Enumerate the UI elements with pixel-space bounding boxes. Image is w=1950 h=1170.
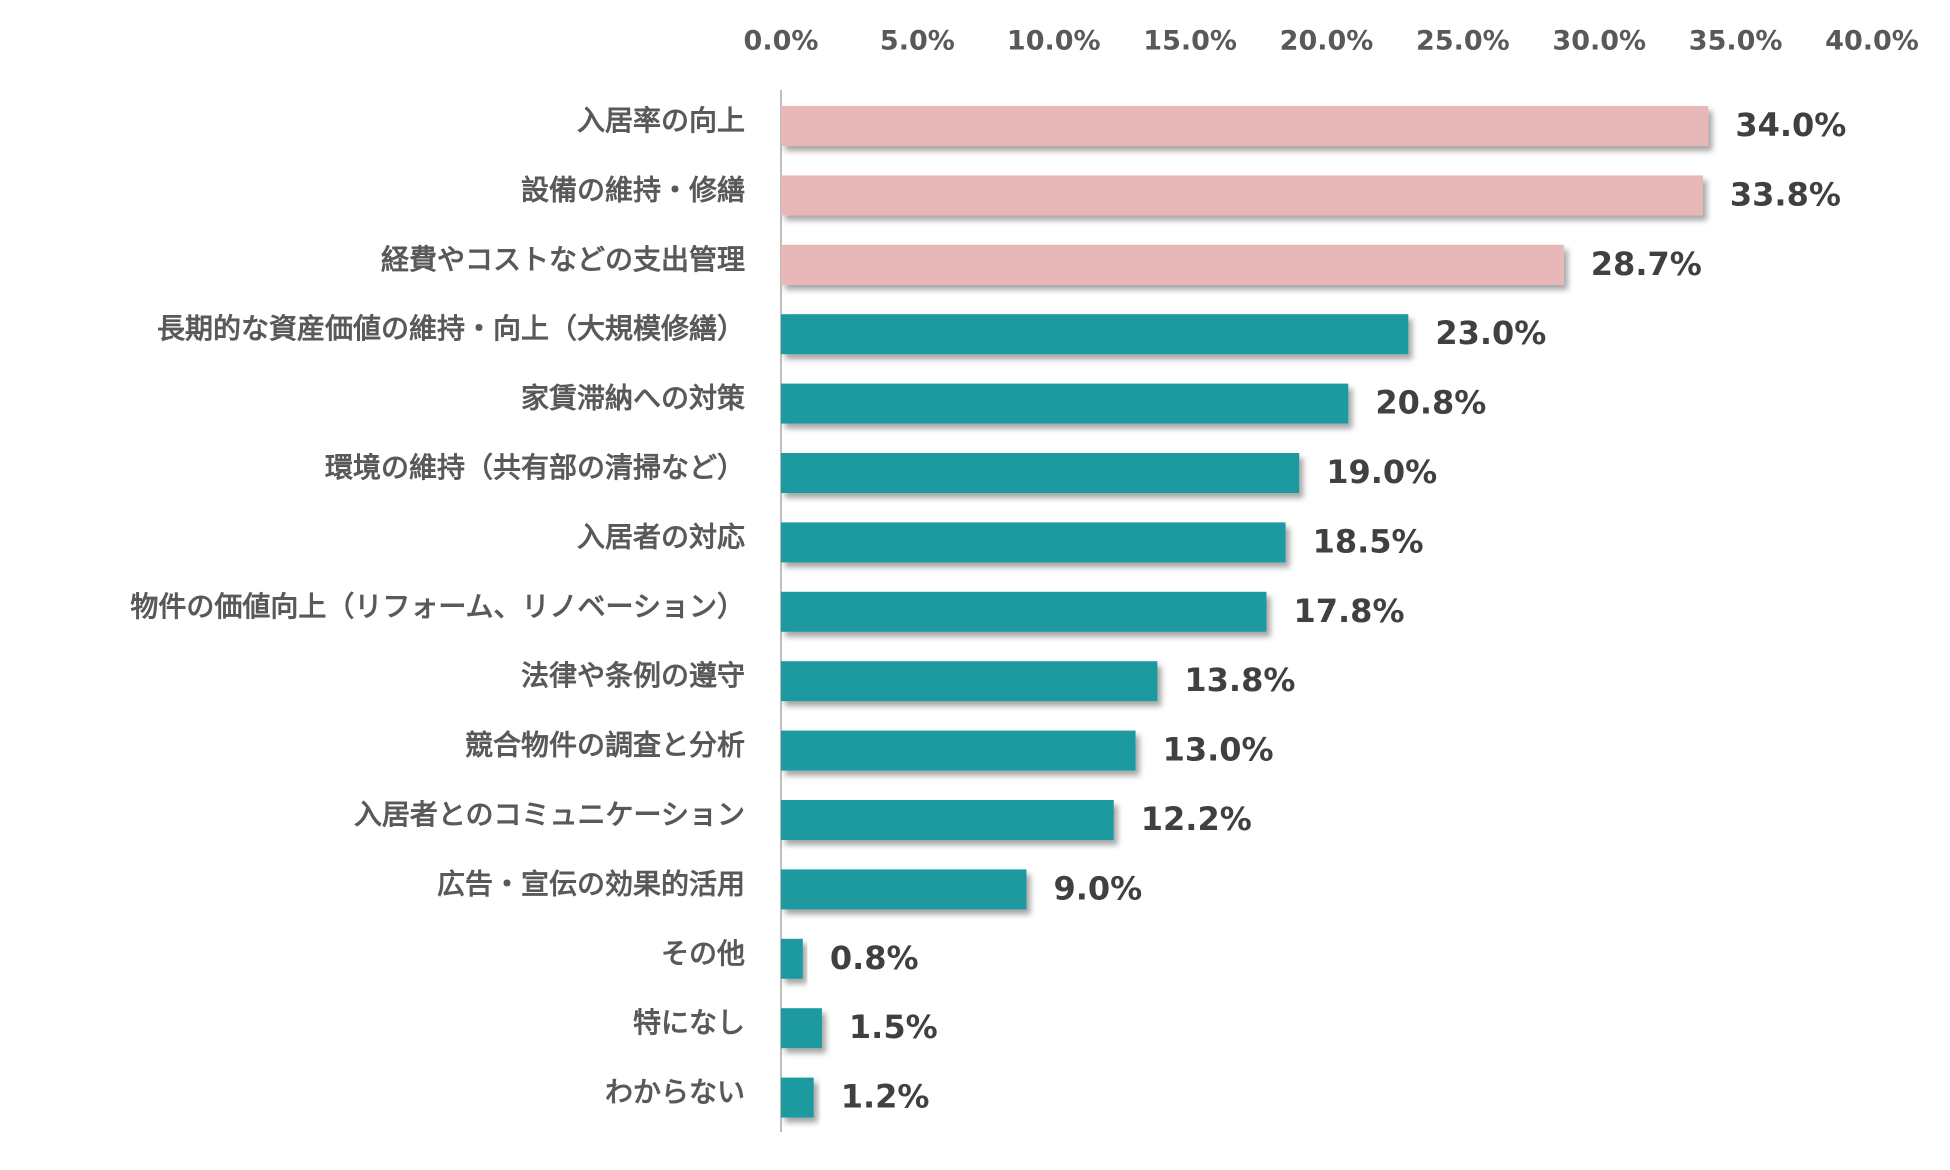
category-label: 法律や条例の遵守	[521, 659, 745, 692]
bar	[781, 869, 1027, 910]
bar	[781, 244, 1564, 285]
category-label: 家賃滞納への対策	[521, 382, 745, 415]
category-label: 設備の維持・修繕	[521, 173, 745, 206]
category-label: 入居者の対応	[577, 520, 745, 553]
value-label: 20.8%	[1375, 384, 1486, 422]
category-label: 競合物件の調査と分析	[465, 729, 745, 762]
bar	[781, 591, 1267, 632]
category-label: 経費やコストなどの支出管理	[381, 243, 745, 276]
value-label: 0.8%	[830, 939, 919, 977]
value-label: 18.5%	[1313, 522, 1424, 560]
bar	[781, 800, 1114, 840]
bar	[781, 522, 1286, 563]
value-label: 12.2%	[1141, 800, 1252, 838]
x-tick-label: 0.0%	[744, 26, 819, 57]
category-label: 広告・宣伝の効果的活用	[437, 867, 745, 900]
value-label: 23.0%	[1435, 314, 1546, 352]
value-label: 1.5%	[849, 1008, 938, 1046]
category-label: 物件の価値向上（リフォーム、リノベーション）	[130, 590, 745, 623]
bar	[781, 730, 1136, 771]
x-tick-label: 20.0%	[1280, 26, 1374, 57]
value-label: 33.8%	[1730, 175, 1841, 213]
bar	[781, 1008, 822, 1049]
bar	[781, 106, 1709, 146]
bar	[781, 661, 1158, 702]
x-tick-label: 15.0%	[1143, 26, 1237, 57]
category-label: 長期的な資産価値の維持・向上（大規模修繕）	[157, 312, 745, 345]
category-label: その他	[661, 937, 745, 970]
category-label: 特になし	[633, 1006, 745, 1039]
x-tick-label: 5.0%	[880, 26, 955, 57]
bar	[781, 938, 803, 979]
bar	[781, 1077, 814, 1118]
value-label: 9.0%	[1053, 869, 1142, 907]
value-label: 28.7%	[1591, 245, 1702, 283]
category-label: 入居率の向上	[577, 104, 745, 137]
category-label: 入居者とのコミュニケーション	[354, 798, 745, 831]
value-label: 34.0%	[1735, 106, 1846, 144]
bar	[781, 175, 1703, 216]
value-label: 19.0%	[1326, 453, 1437, 491]
x-tick-label: 40.0%	[1825, 26, 1919, 57]
category-label: わからない	[605, 1076, 745, 1109]
bar	[781, 453, 1300, 493]
x-tick-label: 35.0%	[1689, 26, 1783, 57]
value-label: 17.8%	[1293, 592, 1404, 630]
value-label: 13.0%	[1163, 731, 1274, 769]
bar	[781, 383, 1349, 424]
bar	[781, 314, 1409, 355]
value-label: 13.8%	[1184, 661, 1295, 699]
x-tick-label: 10.0%	[1007, 26, 1101, 57]
x-tick-label: 30.0%	[1552, 26, 1646, 57]
category-label: 環境の維持（共有部の清掃など）	[325, 451, 745, 484]
value-label: 1.2%	[841, 1078, 930, 1116]
x-tick-label: 25.0%	[1416, 26, 1510, 57]
